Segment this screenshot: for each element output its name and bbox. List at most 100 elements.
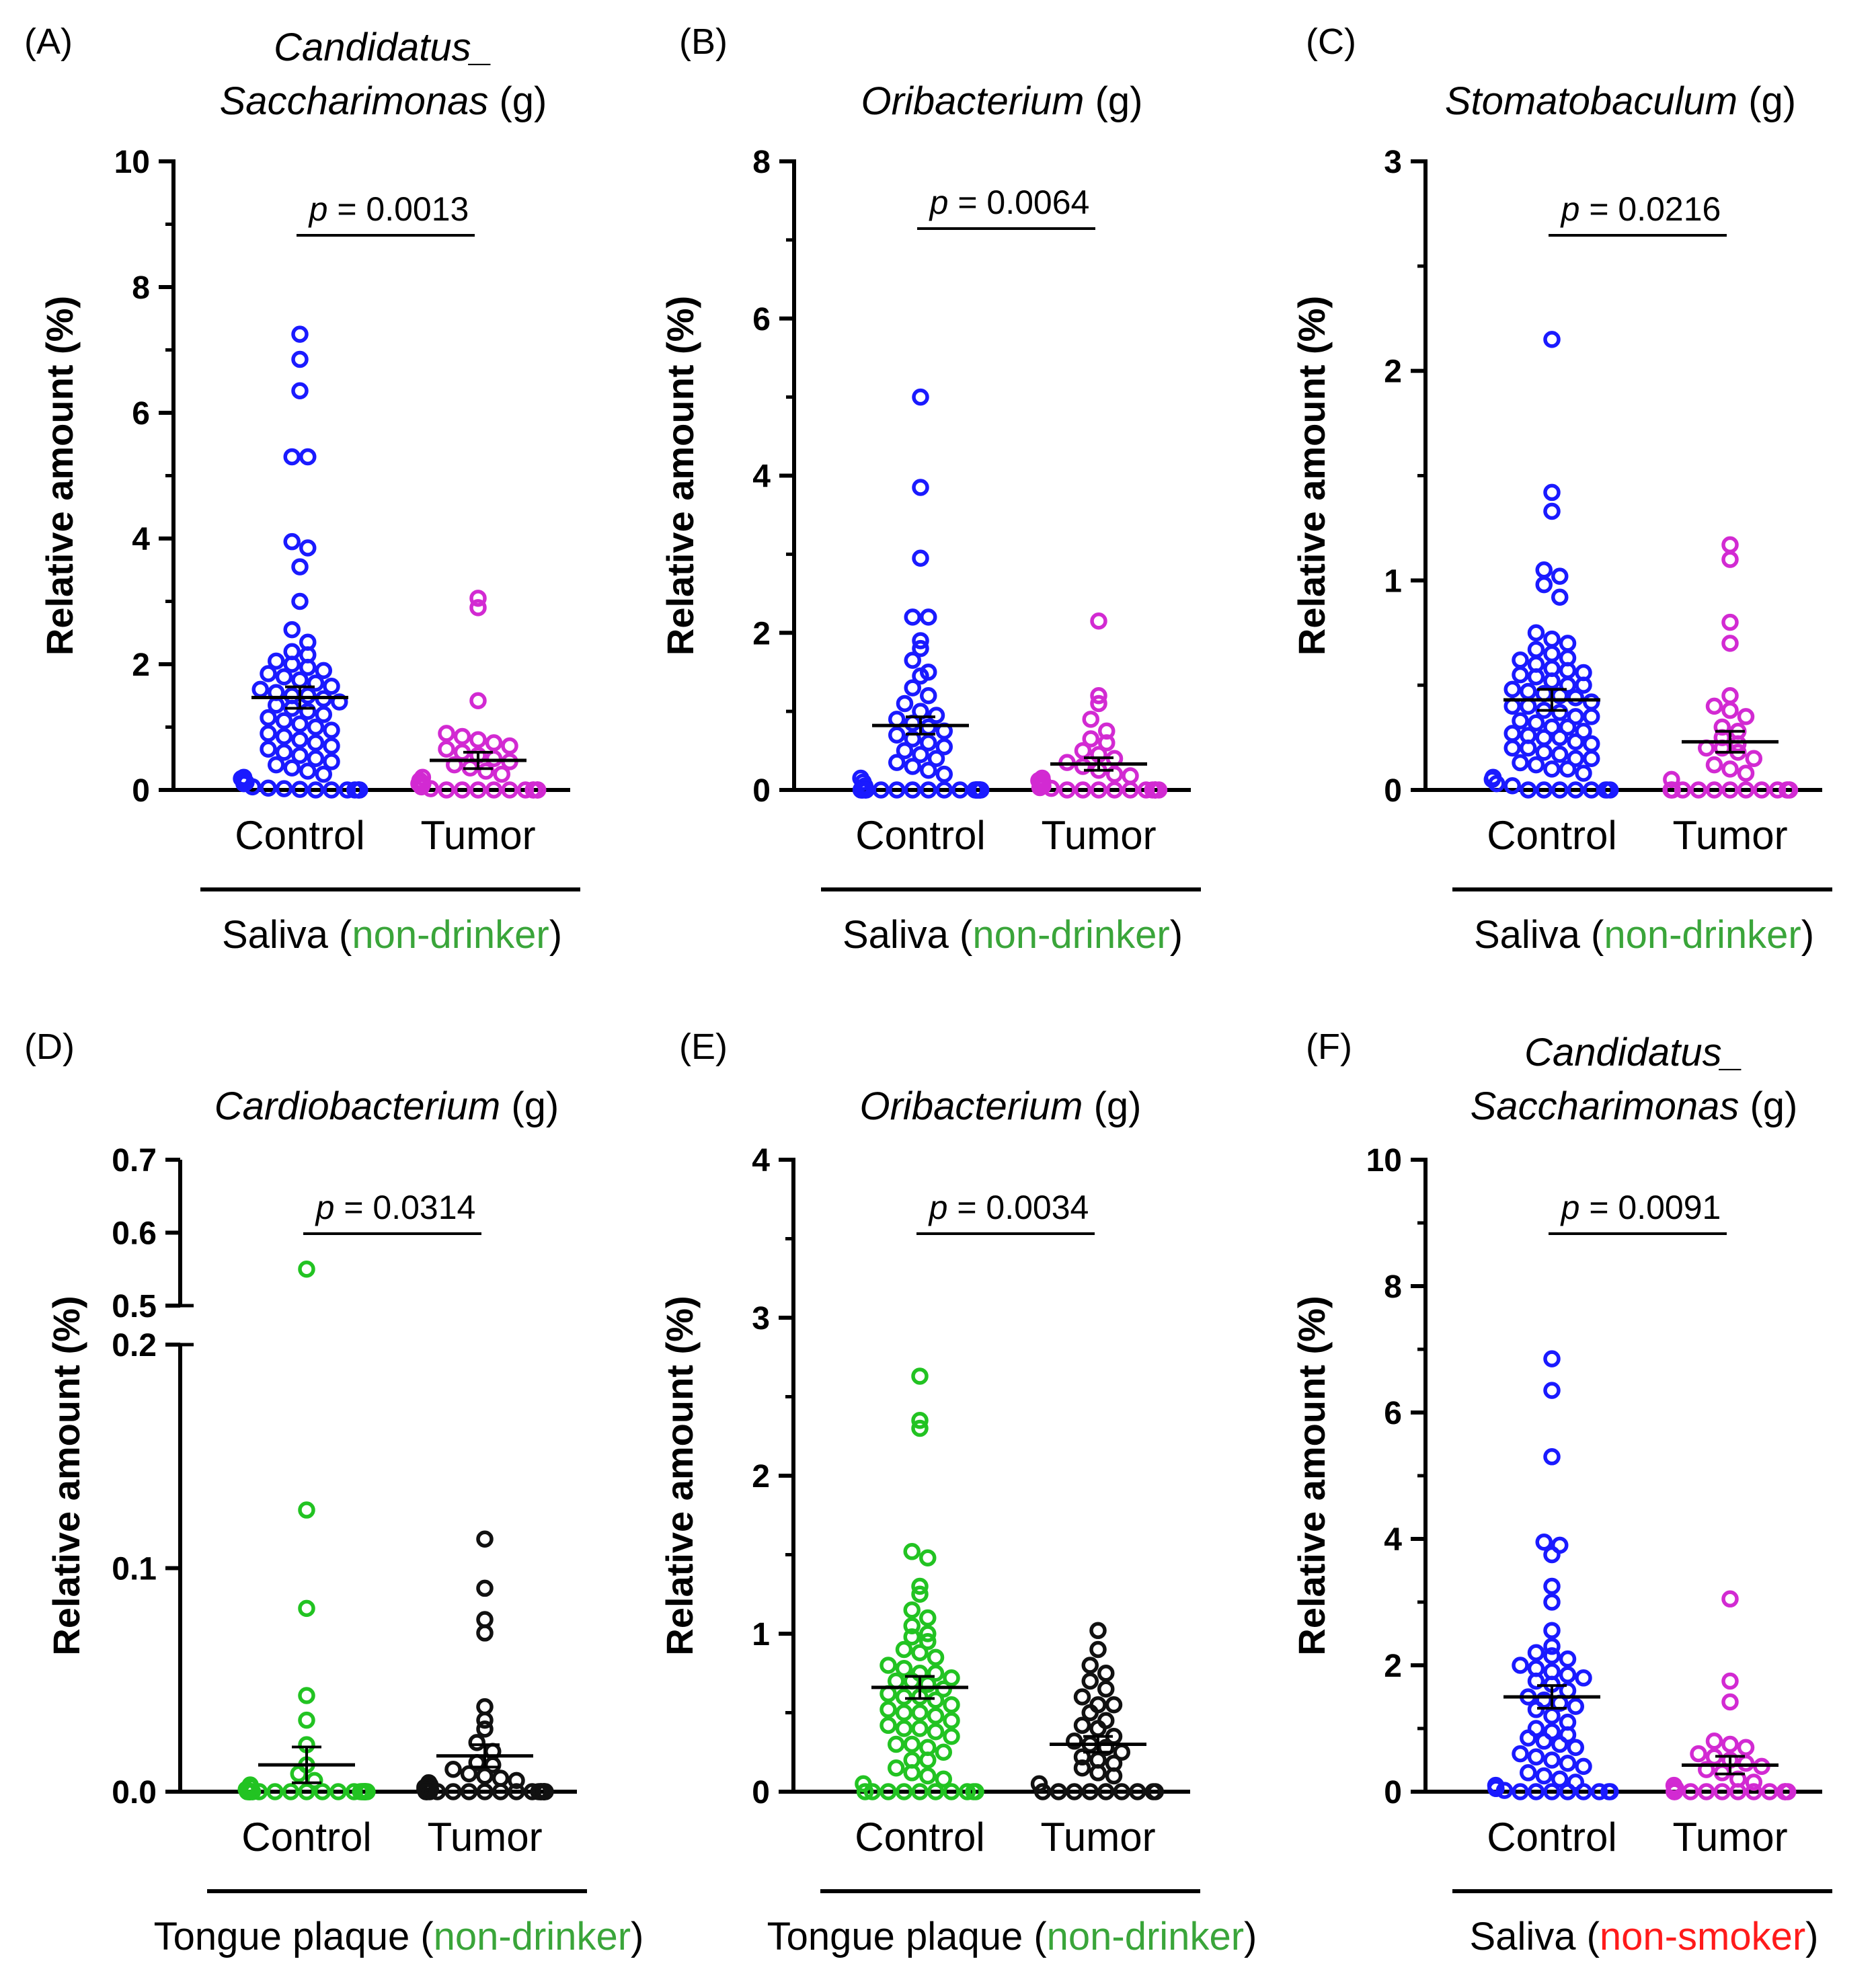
data-point bbox=[1520, 781, 1537, 799]
data-point bbox=[1705, 697, 1723, 715]
data-point bbox=[1551, 729, 1569, 746]
data-point bbox=[298, 1783, 315, 1800]
data-point bbox=[1527, 1644, 1545, 1661]
data-point bbox=[291, 671, 309, 689]
data-point bbox=[1129, 1783, 1146, 1800]
data-point bbox=[904, 730, 921, 748]
data-point bbox=[283, 759, 301, 777]
group-name: Tongue plaque ( bbox=[154, 1915, 434, 1958]
data-point bbox=[299, 703, 317, 720]
data-point bbox=[428, 1783, 446, 1800]
group-label: Tongue plaque (non-drinker) bbox=[767, 1915, 1257, 1958]
data-point bbox=[275, 744, 293, 761]
y-tick-label: 4 bbox=[1384, 1522, 1402, 1558]
data-point bbox=[418, 1783, 435, 1800]
data-point bbox=[1082, 711, 1099, 728]
data-point bbox=[880, 1716, 897, 1735]
data-point bbox=[1073, 1759, 1091, 1777]
data-point bbox=[307, 734, 325, 752]
chart-title: Saccharimonas (g) bbox=[1471, 1084, 1798, 1128]
data-point bbox=[1737, 764, 1755, 782]
data-point bbox=[1081, 1783, 1099, 1800]
y-tick-label: 10 bbox=[1366, 1143, 1402, 1179]
panel-d: (D) Cardiobacterium (g) 0.0 0.1 0.2 0.5 0.6 0.7… bbox=[24, 1027, 643, 1958]
data-point bbox=[903, 1617, 921, 1634]
data-point bbox=[1551, 746, 1569, 763]
data-point bbox=[251, 680, 269, 699]
p-symbol: p bbox=[315, 1189, 335, 1226]
data-point bbox=[896, 742, 914, 760]
data-point bbox=[485, 781, 503, 799]
y-tick-label: 0 bbox=[752, 1775, 770, 1811]
chart-title: Saccharimonas (g) bbox=[220, 79, 547, 123]
data-point bbox=[912, 388, 929, 406]
title-segment: Saccharimonas bbox=[1471, 1084, 1740, 1128]
data-point bbox=[912, 549, 929, 567]
data-point bbox=[1543, 672, 1561, 690]
chart-title: Oribacterium (g) bbox=[861, 79, 1143, 123]
data-point bbox=[1122, 781, 1139, 799]
data-point bbox=[485, 750, 503, 767]
data-point bbox=[911, 1367, 929, 1385]
data-point bbox=[904, 608, 921, 626]
data-point bbox=[1527, 668, 1545, 686]
data-point bbox=[1081, 1672, 1099, 1690]
y-tick-label: 6 bbox=[752, 302, 771, 337]
panel-label: (F) bbox=[1306, 1027, 1352, 1067]
data-point bbox=[1682, 1783, 1699, 1800]
data-point bbox=[1721, 1672, 1739, 1690]
data-point bbox=[1705, 756, 1723, 774]
y-tick-label: 0.5 bbox=[112, 1289, 157, 1324]
series-control bbox=[852, 388, 990, 799]
data-point bbox=[1074, 758, 1092, 775]
p-number: = 0.0091 bbox=[1579, 1189, 1721, 1226]
condition-label: non-drinker bbox=[1047, 1915, 1244, 1958]
y-axis-label: Relative amount (%) bbox=[45, 1296, 87, 1655]
data-point bbox=[283, 655, 301, 673]
data-point bbox=[469, 590, 487, 607]
data-point bbox=[1487, 1780, 1505, 1798]
data-point bbox=[1575, 722, 1592, 740]
data-point bbox=[299, 448, 317, 466]
data-point bbox=[1567, 750, 1584, 767]
data-point bbox=[1666, 1783, 1684, 1800]
panel-label: (D) bbox=[24, 1027, 75, 1067]
data-point bbox=[1543, 1448, 1561, 1466]
data-point bbox=[1705, 1733, 1723, 1750]
data-point bbox=[291, 350, 309, 368]
data-point bbox=[895, 1720, 913, 1737]
data-point bbox=[1543, 1783, 1561, 1800]
x-tick-label: Tumor bbox=[1672, 1815, 1787, 1860]
panel-a: (A) Candidatus_ Saccharimonas (g) 0 2 4 6 8 10 Re… bbox=[24, 22, 580, 957]
data-point bbox=[1042, 779, 1060, 797]
data-point bbox=[1073, 1716, 1091, 1735]
data-point bbox=[904, 679, 921, 697]
data-point bbox=[1144, 781, 1161, 799]
data-point bbox=[1527, 756, 1545, 774]
data-point bbox=[911, 1585, 929, 1603]
y-tick-label: 1 bbox=[752, 1617, 770, 1653]
data-point bbox=[896, 694, 914, 713]
data-point bbox=[260, 740, 277, 758]
data-point bbox=[904, 781, 921, 799]
data-point bbox=[323, 721, 340, 739]
data-point bbox=[469, 692, 487, 709]
data-point bbox=[1781, 781, 1799, 799]
data-point bbox=[943, 1696, 960, 1714]
data-point bbox=[1559, 760, 1577, 778]
y-tick-label: 8 bbox=[1384, 1269, 1402, 1305]
data-point bbox=[476, 1611, 494, 1628]
x-tick-label: Control bbox=[1487, 1815, 1616, 1860]
data-point bbox=[1520, 682, 1537, 701]
y-tick-label: 2 bbox=[1384, 1648, 1402, 1684]
data-point bbox=[1721, 536, 1739, 554]
data-point bbox=[1503, 777, 1521, 795]
y-tick-label: 6 bbox=[132, 396, 150, 432]
data-point bbox=[1527, 624, 1545, 641]
x-tick-label: Tumor bbox=[427, 1815, 542, 1860]
x-tick-label: Tumor bbox=[1041, 813, 1156, 858]
data-point bbox=[888, 781, 906, 799]
data-point bbox=[1122, 767, 1139, 785]
data-point bbox=[1058, 781, 1076, 799]
data-point bbox=[1567, 1739, 1584, 1756]
